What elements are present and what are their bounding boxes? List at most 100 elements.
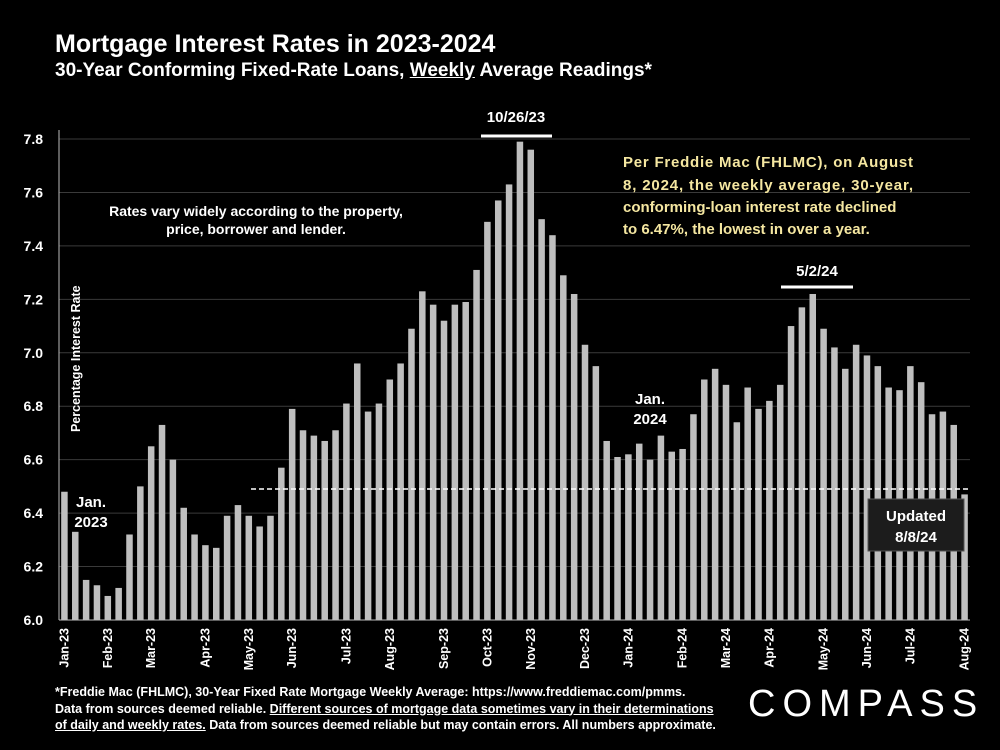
x-tick-label: Nov-23 xyxy=(524,628,538,670)
bar xyxy=(820,328,827,620)
bar xyxy=(440,320,448,620)
bar xyxy=(202,545,209,620)
bar xyxy=(343,403,350,620)
bar xyxy=(809,293,816,620)
y-tick-label: 6.0 xyxy=(24,612,44,628)
bar xyxy=(299,430,307,620)
chart-subtitle: 30-Year Conforming Fixed-Rate Loans, Wee… xyxy=(55,60,652,82)
bar xyxy=(657,435,665,620)
bar xyxy=(169,459,177,620)
bar xyxy=(72,531,79,620)
bar xyxy=(429,304,437,620)
bar xyxy=(137,486,144,620)
x-tick-label: Jul-24 xyxy=(903,628,917,664)
x-axis-tick-labels: Jan-23 Feb-23 Mar-23 Apr-23 May-23 Jun-23 Jul-… xyxy=(57,628,971,670)
x-tick-label: Aug-23 xyxy=(383,628,397,670)
jan24-label-line2: 2024 xyxy=(633,411,667,428)
y-tick-label: 7.0 xyxy=(24,345,44,361)
x-tick-label: Sep-23 xyxy=(437,628,451,669)
y-tick-label: 7.2 xyxy=(24,291,44,307)
jan23-label-line2: 2023 xyxy=(74,514,107,531)
x-tick-label: Mar-23 xyxy=(144,628,158,668)
bar xyxy=(115,587,122,620)
bar xyxy=(852,344,860,620)
bar xyxy=(755,408,762,620)
x-tick-label: Oct-23 xyxy=(480,628,494,667)
bar xyxy=(473,269,480,620)
x-tick-label: Apr-23 xyxy=(198,628,212,668)
y-tick-label: 6.2 xyxy=(24,559,44,575)
bar xyxy=(570,293,578,620)
compass-logo: COMPASS xyxy=(748,683,985,725)
bar xyxy=(863,355,871,620)
bar xyxy=(245,515,253,620)
bar xyxy=(213,547,220,620)
bar xyxy=(104,595,112,620)
y-axis-tick-labels: 6.0 6.2 6.4 6.6 6.8 7.0 7.2 7.4 7.6 7.8 xyxy=(24,131,44,628)
bar xyxy=(332,430,339,620)
bar xyxy=(93,585,101,620)
x-tick-label: Feb-23 xyxy=(101,628,115,668)
bar xyxy=(603,440,610,620)
bar xyxy=(484,221,491,621)
bar xyxy=(180,507,187,620)
x-tick-label: Jun-23 xyxy=(285,628,299,668)
x-tick-label: Jul-23 xyxy=(339,628,353,664)
jan23-label-line1: Jan. xyxy=(76,494,106,511)
subtitle-post: Average Readings* xyxy=(474,60,652,81)
bar xyxy=(494,200,502,620)
bar xyxy=(419,291,426,620)
bar xyxy=(668,451,676,620)
note-line1: Rates vary widely according to the prope… xyxy=(109,203,403,219)
bar xyxy=(776,384,784,620)
footer-source: *Freddie Mac (FHLMC), 30-Year Fixed Rate… xyxy=(55,684,745,734)
bar xyxy=(831,347,838,620)
y-tick-label: 7.6 xyxy=(24,184,44,200)
updated-line1: Updated xyxy=(886,508,946,525)
subtitle-pre: 30-Year Conforming Fixed-Rate Loans, xyxy=(55,60,410,81)
bar xyxy=(690,414,697,620)
y-axis-label: Percentage Interest Rate xyxy=(69,285,83,432)
bar xyxy=(874,366,882,620)
bar xyxy=(907,366,914,620)
bar xyxy=(234,505,242,620)
bar xyxy=(310,435,318,620)
footer-line1: *Freddie Mac (FHLMC), 30-Year Fixed Rate… xyxy=(55,685,686,699)
footer-line3: of daily and weekly rates. Data from sou… xyxy=(55,717,745,734)
bar xyxy=(527,149,535,620)
y-tick-label: 7.8 xyxy=(24,131,44,147)
x-tick-label: Apr-24 xyxy=(762,628,776,668)
bar xyxy=(278,467,285,620)
bar xyxy=(364,411,372,620)
bar xyxy=(375,403,383,620)
bar xyxy=(61,491,68,620)
bar xyxy=(82,579,90,620)
bar xyxy=(126,534,133,620)
bar xyxy=(397,363,404,620)
peak-label: 10/26/23 xyxy=(487,109,545,126)
bar xyxy=(538,219,545,620)
bar xyxy=(744,387,751,620)
footer-line3-underlined: of daily and weekly rates. xyxy=(55,718,206,732)
chart-title: Mortgage Interest Rates in 2023-2024 xyxy=(55,30,496,58)
y-tick-label: 6.8 xyxy=(24,398,44,414)
bar xyxy=(223,515,231,620)
bar xyxy=(722,384,730,620)
jan24-label-line1: Jan. xyxy=(635,391,665,408)
x-tick-label: Aug-24 xyxy=(958,628,972,670)
bar xyxy=(516,141,524,620)
bar xyxy=(733,422,741,620)
bar xyxy=(191,534,198,620)
fhlmc-annotation: Per Freddie Mac (FHLMC), on August 8, 20… xyxy=(623,154,913,238)
updated-line2: 8/8/24 xyxy=(895,529,937,546)
bar xyxy=(321,440,328,620)
fhlmc-line-3: conforming-loan interest rate declined xyxy=(623,199,896,216)
bar xyxy=(766,400,773,620)
bar xyxy=(158,424,166,620)
bar xyxy=(451,304,459,620)
bar xyxy=(505,184,513,620)
bar xyxy=(386,379,394,620)
x-tick-label: May-23 xyxy=(242,628,256,670)
fhlmc-line-4: to 6.47%, the lowest in over a year. xyxy=(623,221,870,238)
